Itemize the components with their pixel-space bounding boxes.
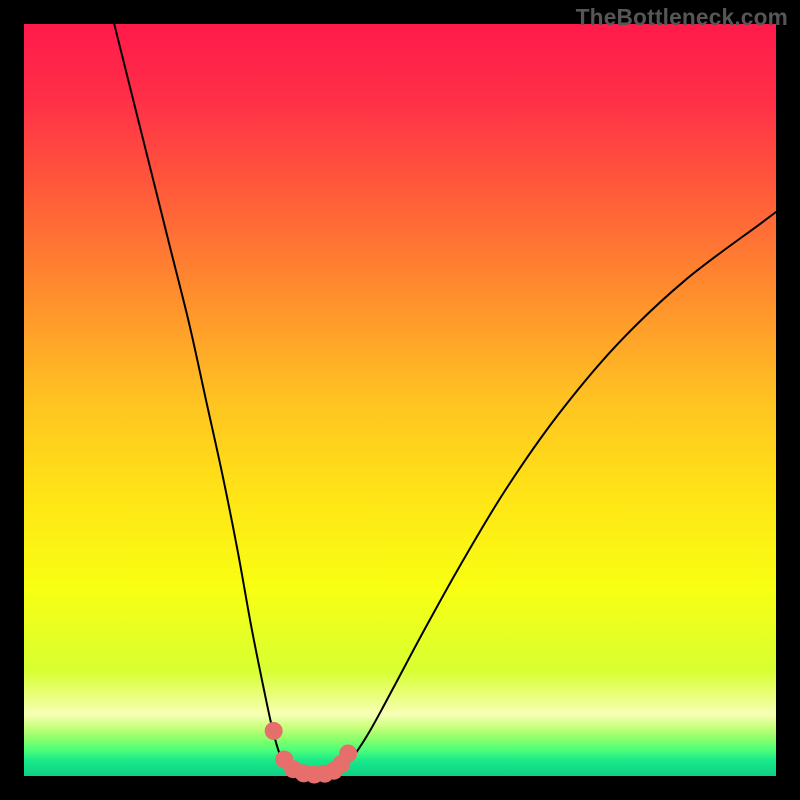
bottleneck-curve (114, 24, 776, 775)
valley-marker (265, 722, 283, 740)
curve-layer (24, 24, 776, 776)
plot-area (24, 24, 776, 776)
watermark-text: TheBottleneck.com (576, 4, 788, 31)
chart-root: TheBottleneck.com (0, 0, 800, 800)
valley-marker (339, 744, 357, 762)
